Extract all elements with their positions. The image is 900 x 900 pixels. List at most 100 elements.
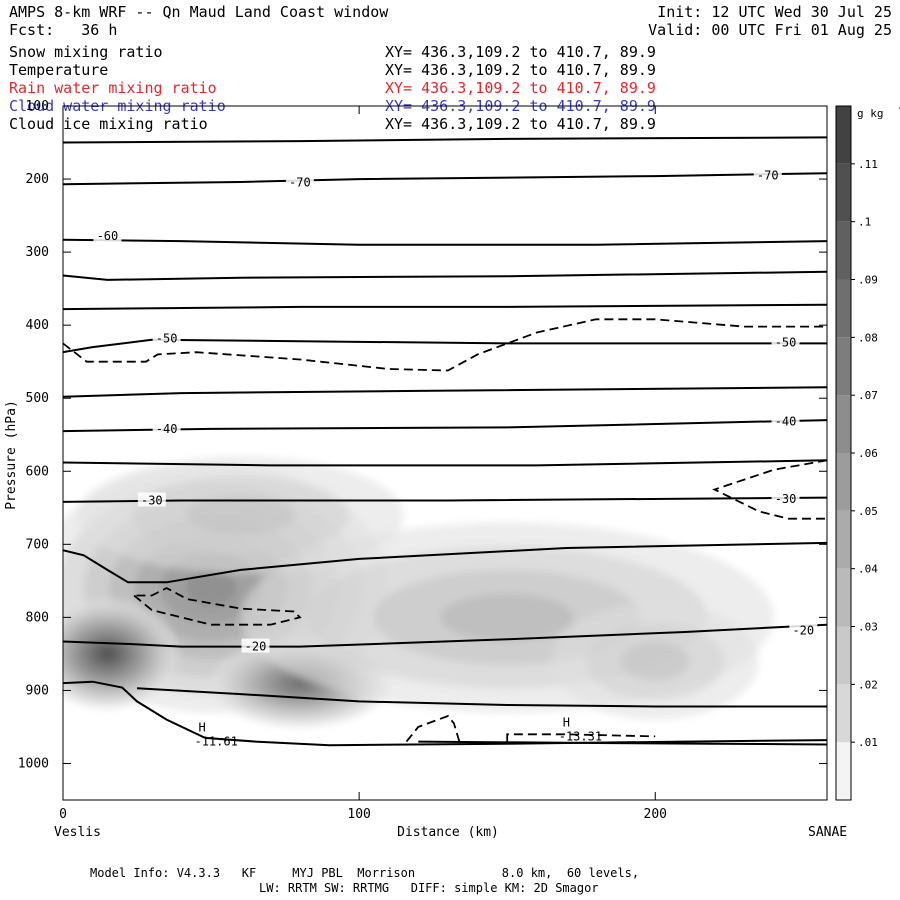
colorbar-swatch <box>836 221 851 280</box>
y-tick-label: 200 <box>26 172 49 187</box>
temperature-line <box>63 386 827 398</box>
colorbar-tick-label: .09 <box>858 274 878 287</box>
snow-shade-band <box>100 648 114 659</box>
cloud-ice-line <box>506 733 656 742</box>
colorbar-unit-exponent: -1 <box>897 101 900 114</box>
colorbar-swatch <box>836 742 851 800</box>
colorbar-tick-label: .11 <box>858 158 878 171</box>
cloud-ice-line <box>712 459 827 520</box>
colorbar: .01 .02 .03 .04 .05 .06 .07 .08 .09 .1 .11 g kg -1 <box>835 101 900 801</box>
colorbar-tick-label: .04 <box>858 563 878 576</box>
contour-label: -50 <box>775 336 797 350</box>
contour-label-bg <box>285 174 314 189</box>
temperature-line <box>63 541 827 584</box>
colorbar-swatch <box>836 163 851 222</box>
colorbar-swatch <box>836 279 851 338</box>
colorbar-swatch <box>836 510 851 569</box>
y-tick-label: 500 <box>26 391 49 406</box>
colorbar-swatch <box>836 568 851 627</box>
y-tick-label: 600 <box>26 464 49 479</box>
contour-label: -40 <box>156 422 178 436</box>
x-axis-label: Distance (km) <box>397 825 499 840</box>
field-xy: XY= 436.3,109.2 to 410.7, 89.9 <box>385 43 656 61</box>
temperature-line <box>63 459 827 467</box>
cloud-ice-contours <box>63 318 827 744</box>
colorbar-swatch <box>836 395 851 453</box>
snow-shade-band <box>185 570 237 606</box>
x-start-label: Veslis <box>54 825 101 840</box>
contour-label-bg <box>93 228 122 243</box>
cloud-ice-line <box>133 587 302 626</box>
contour-label: -40 <box>775 415 797 429</box>
contour-label-bg <box>152 420 181 435</box>
x-tick-label: 200 <box>644 807 667 822</box>
y-tick-label: 900 <box>26 683 49 698</box>
x-axis: 0 100 200 <box>59 106 667 822</box>
snow-shade-band <box>620 641 690 681</box>
temperature-line <box>63 623 827 648</box>
chart-title: AMPS 8-km WRF -- Qn Maud Land Coast wind… <box>9 3 389 21</box>
high-symbol: H <box>563 716 570 730</box>
field-name: Cloud ice mixing ratio <box>9 115 208 133</box>
colorbar-tick-label: .03 <box>858 621 878 634</box>
temperature-line <box>63 270 827 281</box>
snow-shade-band <box>440 593 574 642</box>
contour-label-bg <box>771 334 800 349</box>
init-time: Init: 12 UTC Wed 30 Jul 25 <box>657 3 892 21</box>
colorbar-swatch <box>836 626 851 685</box>
valid-time: Valid: 00 UTC Fri 01 Aug 25 <box>648 21 892 39</box>
x-tick-label: 0 <box>59 807 67 822</box>
y-tick-label: 300 <box>26 245 49 260</box>
colorbar-tick-label: .02 <box>858 678 878 691</box>
y-tick-label: 100 <box>26 99 49 114</box>
contour-label-bg <box>241 638 270 653</box>
x-end-label: SANAE <box>808 825 847 840</box>
y-tick-label: 400 <box>26 318 49 333</box>
y-tick-label: 800 <box>26 610 49 625</box>
cloud-ice-line <box>405 714 461 744</box>
contour-labels: -70-70-60-50 -50-40-40-30 -30-20-20H-11.61… <box>93 167 818 749</box>
y-tick-label: 700 <box>26 537 49 552</box>
contour-label-bg <box>771 491 800 506</box>
temperature-line <box>63 338 827 354</box>
y-tick-label: 1000 <box>18 756 49 771</box>
field-xy: XY= 436.3,109.2 to 410.7, 89.9 <box>385 79 656 97</box>
contour-label: -30 <box>141 493 163 507</box>
colorbar-tick-label: .08 <box>858 331 878 344</box>
field-name: Snow mixing ratio <box>9 43 163 61</box>
contour-label: -60 <box>97 229 119 243</box>
snow-shade-band <box>290 678 310 688</box>
contour-label: -20 <box>245 640 267 654</box>
colorbar-tick-label: .06 <box>858 447 878 460</box>
cloud-ice-line <box>63 318 827 372</box>
colorbar-swatch <box>836 684 851 743</box>
temperature-line <box>63 172 827 186</box>
colorbar-swatch <box>836 337 851 396</box>
contour-label: -70 <box>289 176 311 190</box>
colorbar-tick-label: .01 <box>858 736 878 749</box>
contour-label-bg <box>771 413 800 428</box>
colorbar-swatch <box>836 106 851 164</box>
contour-label-bg <box>789 622 818 637</box>
temperature-line <box>136 687 827 708</box>
y-axis-label: Pressure (hPa) <box>4 400 19 510</box>
contour-label-bg <box>137 492 166 507</box>
colorbar-tick-label: .07 <box>858 389 878 402</box>
model-info-2: LW: RRTM SW: RRTMG DIFF: simple KM: 2D S… <box>259 881 599 895</box>
model-info: Model Info: V4.3.3 KF MYJ PBL Morrison 8… <box>90 866 640 880</box>
field-name: Temperature <box>9 61 109 79</box>
x-tick-label: 100 <box>347 807 370 822</box>
fcst-value: 36 h <box>81 21 118 39</box>
field-name: Rain water mixing ratio <box>9 79 217 97</box>
colorbar-tick-label: .1 <box>858 216 871 229</box>
field-xy: XY= 436.3,109.2 to 410.7, 89.9 <box>385 61 656 79</box>
contour-label: -20 <box>792 624 814 638</box>
fcst-label: Fcst: <box>9 21 55 39</box>
snow-shade-band <box>186 495 295 535</box>
high-value: -13.31 <box>559 730 602 744</box>
contour-label-bg <box>152 330 181 345</box>
colorbar-swatch <box>836 453 851 511</box>
contour-label-bg <box>753 167 782 182</box>
high-value: -11.61 <box>194 735 237 749</box>
